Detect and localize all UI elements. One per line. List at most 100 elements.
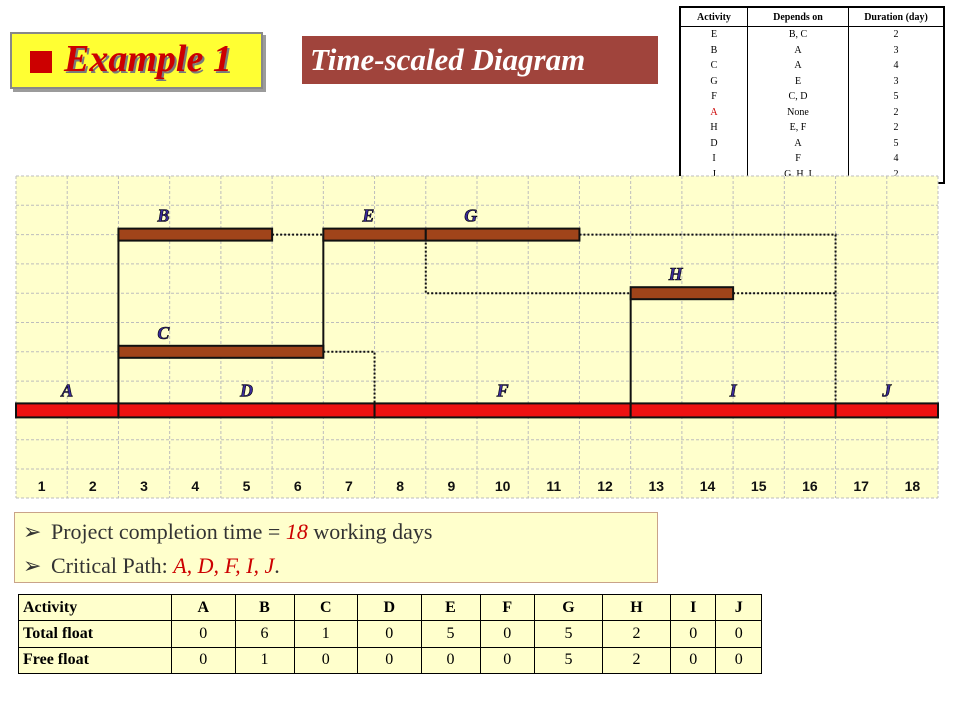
day-label: 9 — [447, 478, 455, 494]
day-label: 18 — [905, 478, 921, 494]
dependency-cell: 4 — [893, 153, 899, 165]
activity-label-c: C — [157, 323, 170, 343]
dependency-cell: E — [747, 73, 849, 90]
dependency-cell: 2 — [893, 168, 899, 180]
dependency-cell: A — [747, 135, 849, 151]
dependency-row: H E, F 2 — [680, 119, 944, 136]
activity-label-a: A — [60, 380, 73, 400]
dependency-row: F C, D 5 — [680, 89, 944, 105]
day-label: 15 — [751, 478, 767, 494]
float-header-cell: I — [669, 593, 717, 622]
critical-path-note: ➢ Critical Path: A, D, F, I, J. — [23, 553, 280, 579]
diagram-subtitle: Time-scaled Diagram — [302, 36, 658, 84]
title-banner: Example 1 — [10, 32, 263, 89]
activity-bar-h — [629, 286, 735, 301]
float-cell: 0 — [420, 646, 481, 675]
float-cell: 1 — [293, 620, 358, 648]
activity-bar-c — [117, 344, 325, 359]
float-cell: 0 — [171, 646, 236, 675]
dependency-cell: 3 — [893, 44, 899, 56]
float-header-cell: D — [357, 593, 422, 622]
dependency-cell: H — [680, 119, 748, 136]
day-label: 7 — [345, 478, 353, 494]
activity-bar-i — [629, 402, 837, 419]
float-header-cell: E — [420, 593, 481, 622]
day-label: 2 — [89, 478, 97, 494]
float-cell: 0 — [715, 620, 762, 648]
activity-bar-g — [424, 227, 581, 242]
activity-label-i: I — [729, 380, 738, 400]
completion-time-note: ➢ Project completion time = 18 working da… — [23, 519, 432, 545]
dependency-cell: I — [680, 150, 748, 167]
float-header-cell: B — [234, 593, 295, 622]
dependency-cell: 5 — [893, 91, 899, 103]
dependency-cell: A — [747, 42, 849, 59]
day-label: 3 — [140, 478, 148, 494]
activity-label-f: F — [496, 380, 509, 400]
float-cell: 0 — [293, 646, 358, 675]
activity-bar-a — [15, 402, 120, 419]
float-cell: 5 — [420, 620, 481, 648]
activity-bar-e — [322, 227, 427, 242]
completion-days: 18 — [285, 519, 308, 544]
float-header-cell: C — [293, 593, 358, 622]
dependency-header-cell: Duration (day) — [848, 7, 944, 28]
float-c — [323, 350, 376, 411]
note-text: Critical Path: — [51, 553, 174, 578]
dependency-cell: G — [680, 73, 748, 90]
activity-bar-j — [834, 402, 939, 419]
activity-bar-b — [117, 227, 274, 242]
float-cell: 1 — [234, 646, 295, 675]
float-cell: 0 — [171, 620, 236, 648]
arrow-bullet-icon: ➢ — [23, 553, 42, 578]
day-label: 13 — [648, 478, 664, 494]
dependency-header-cell: Activity — [680, 7, 748, 28]
dependency-row: E B, C 2 — [680, 26, 944, 43]
float-cell: 0 — [479, 646, 535, 675]
float-row: Total float 0 6 1 0 5 0 5 2 0 0 — [18, 620, 762, 648]
dependency-cell: B — [680, 42, 748, 59]
float-header-cell: J — [715, 593, 762, 622]
float-header-label: Activity — [18, 593, 172, 622]
page-title: Example 1 — [64, 38, 232, 80]
float-row: Free float 0 1 0 0 0 0 5 2 0 0 — [18, 646, 762, 675]
activity-label-b: B — [156, 206, 169, 226]
dependency-cell: 2 — [893, 106, 899, 118]
day-label: 1 — [38, 478, 46, 494]
float-cell: 5 — [533, 620, 603, 648]
float-cell: 0 — [357, 646, 422, 675]
float-header-cell: F — [479, 593, 535, 622]
dependency-cell: A — [680, 104, 748, 120]
bullet-square-icon — [30, 51, 52, 73]
dependency-cell: E, F — [747, 119, 849, 136]
dependency-cell: 4 — [893, 60, 899, 72]
activity-bar-f — [373, 402, 632, 419]
dependency-cell: F — [680, 89, 748, 105]
note-text: Project completion time = — [51, 519, 286, 544]
dependency-cell: C, D — [747, 89, 849, 105]
float-header-cell: H — [601, 593, 671, 622]
dependency-cell: 2 — [893, 29, 899, 41]
activity-label-j: J — [881, 380, 892, 400]
dependency-cell: E — [680, 26, 748, 43]
dependency-cell: 5 — [893, 137, 899, 149]
day-label: 14 — [700, 478, 716, 494]
day-label: 10 — [495, 478, 511, 494]
float-row-label: Total float — [18, 620, 172, 648]
float-cell: 0 — [715, 646, 762, 675]
arrow-bullet-icon: ➢ — [23, 519, 42, 544]
float-cell: 0 — [479, 620, 535, 648]
note-text: . — [274, 553, 280, 578]
dependency-cell: C — [680, 58, 748, 74]
float-cell: 0 — [669, 646, 717, 675]
float-row-label: Free float — [18, 646, 172, 675]
float-cell: 2 — [601, 620, 671, 648]
activity-label-h: H — [668, 264, 684, 284]
day-label: 8 — [396, 478, 404, 494]
